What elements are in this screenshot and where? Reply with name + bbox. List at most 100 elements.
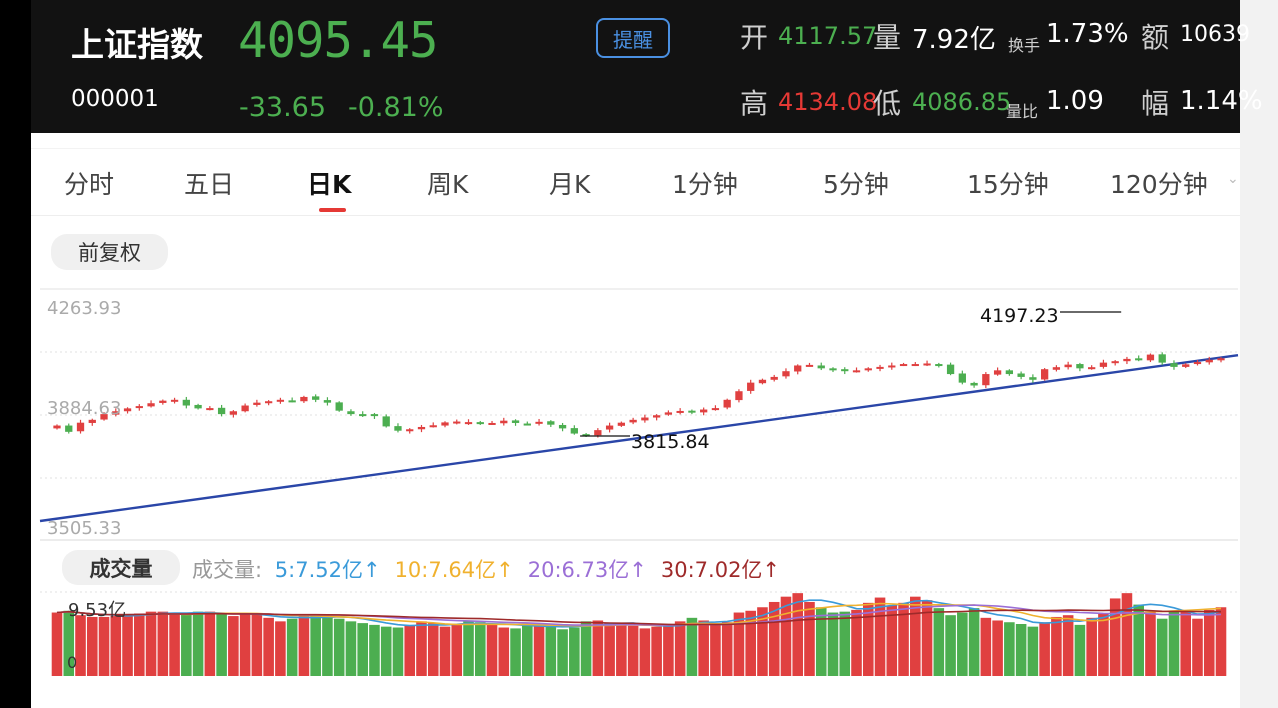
tab-1min[interactable]: 1分钟 <box>672 170 738 199</box>
tab-monthly-k[interactable]: 月K <box>549 170 591 199</box>
candle-body <box>1029 377 1037 380</box>
volume-bar <box>63 610 75 676</box>
candle-body <box>923 363 931 366</box>
candle-body <box>147 403 155 407</box>
adjust-button[interactable]: 前复权 <box>51 234 168 270</box>
alert-button[interactable]: 提醒 <box>596 18 670 58</box>
volume-bar <box>427 623 439 676</box>
candle-body <box>735 391 743 401</box>
candle-body <box>535 421 543 424</box>
candle-body <box>770 376 778 380</box>
volume-bar <box>1215 607 1227 676</box>
candle <box>700 407 708 416</box>
volume-bar <box>569 627 580 676</box>
volume-bar <box>357 623 368 676</box>
candle-body <box>488 422 496 425</box>
tab-intraday[interactable]: 分时 <box>64 170 115 199</box>
candle <box>782 368 790 379</box>
candle <box>652 414 661 421</box>
candle-body <box>946 364 955 375</box>
volume-bar <box>862 602 874 676</box>
candle-body <box>970 382 978 386</box>
left-margin <box>0 0 31 708</box>
candle <box>570 425 578 435</box>
candle <box>312 394 320 403</box>
candle <box>206 406 214 411</box>
tab-5min[interactable]: 5分钟 <box>823 170 889 199</box>
tab-120min[interactable]: 120分钟 <box>1110 170 1208 199</box>
turnover-label: 换手 <box>1008 36 1041 55</box>
candle-body <box>1217 358 1225 361</box>
amount-label: 额 <box>1141 21 1170 54</box>
candle <box>676 408 684 415</box>
candle-body <box>370 414 379 417</box>
volume-bar <box>1133 604 1144 676</box>
candle-body <box>1146 354 1155 361</box>
candle-body <box>394 426 402 431</box>
volume-bar <box>827 612 839 676</box>
volume-bar <box>181 614 192 676</box>
chevron-down-icon[interactable]: ⌄ <box>1227 171 1239 187</box>
candle-body <box>159 400 167 403</box>
axis-labels: 4263.93 3884.63 3505.33 9.53亿 0 <box>47 298 126 672</box>
candle-body <box>1193 362 1202 365</box>
volume-bar <box>204 611 216 676</box>
open-value: 4117.57 <box>778 22 878 50</box>
quote-header: 上证指数 000001 4095.45 -33.65 -0.81% 提醒 开 4… <box>31 0 1263 133</box>
candle-body <box>864 368 872 371</box>
candle-body <box>53 425 61 429</box>
tab-daily-k[interactable]: 日K <box>307 170 352 199</box>
price-change: -33.65 <box>239 92 327 123</box>
candle-body <box>958 373 966 383</box>
candle-body <box>1123 358 1131 362</box>
candle-body <box>182 399 190 406</box>
candle-body <box>1158 354 1166 363</box>
candle-body <box>664 412 673 415</box>
candle-body <box>711 408 720 411</box>
volume-bar <box>839 611 851 676</box>
candle-body <box>123 408 132 412</box>
volume-bar <box>86 616 98 676</box>
volume-bar <box>957 612 968 676</box>
candle-body <box>1040 369 1049 380</box>
candle <box>1146 353 1155 363</box>
volume-bar <box>345 621 357 676</box>
candle-body <box>1205 359 1213 363</box>
volume-indicator-button[interactable]: 成交量 <box>62 550 180 585</box>
volume-bar <box>298 616 310 676</box>
volume-bar <box>1121 593 1133 676</box>
turnover-value: 1.73% <box>1046 19 1129 49</box>
open-label: 开 <box>740 21 769 54</box>
candle <box>382 414 390 428</box>
annotations: 4197.23 3815.84 <box>580 305 1122 453</box>
volume-bar <box>780 596 792 676</box>
candle <box>476 420 484 425</box>
period-tabs: 分时 五日 日K 周K 月K 1分钟 5分钟 15分钟 120分钟 ⌄ <box>31 148 1240 216</box>
volume-bar <box>369 624 380 676</box>
volume-bar <box>721 622 733 676</box>
candle <box>1158 352 1166 365</box>
candle-body <box>76 422 85 432</box>
candle-body <box>1005 370 1014 375</box>
volume-legend: 成交量: 5:7.52亿↑ 10:7.64亿↑ 20:6.73亿↑ 30:7.02亿↑ <box>192 554 780 584</box>
candle <box>629 417 637 425</box>
volume-ma-line-3 <box>56 609 1222 626</box>
candle-body <box>582 434 590 437</box>
tab-weekly-k[interactable]: 周K <box>427 170 469 199</box>
volume-bar <box>686 617 698 676</box>
candle <box>100 412 108 421</box>
tab-15min[interactable]: 15分钟 <box>967 170 1049 199</box>
candle <box>511 419 520 426</box>
candle <box>53 424 61 430</box>
volume-bar <box>1180 610 1192 676</box>
candle <box>335 401 343 412</box>
candle <box>488 420 496 425</box>
vol-ratio-value: 1.09 <box>1046 86 1104 116</box>
candle-body <box>852 370 861 373</box>
tab-five-day[interactable]: 五日 <box>184 170 235 199</box>
candlesticks <box>53 352 1225 438</box>
candle <box>888 362 896 370</box>
volume-bar <box>404 625 416 676</box>
volume-bar <box>674 621 686 676</box>
candle <box>993 367 1002 376</box>
